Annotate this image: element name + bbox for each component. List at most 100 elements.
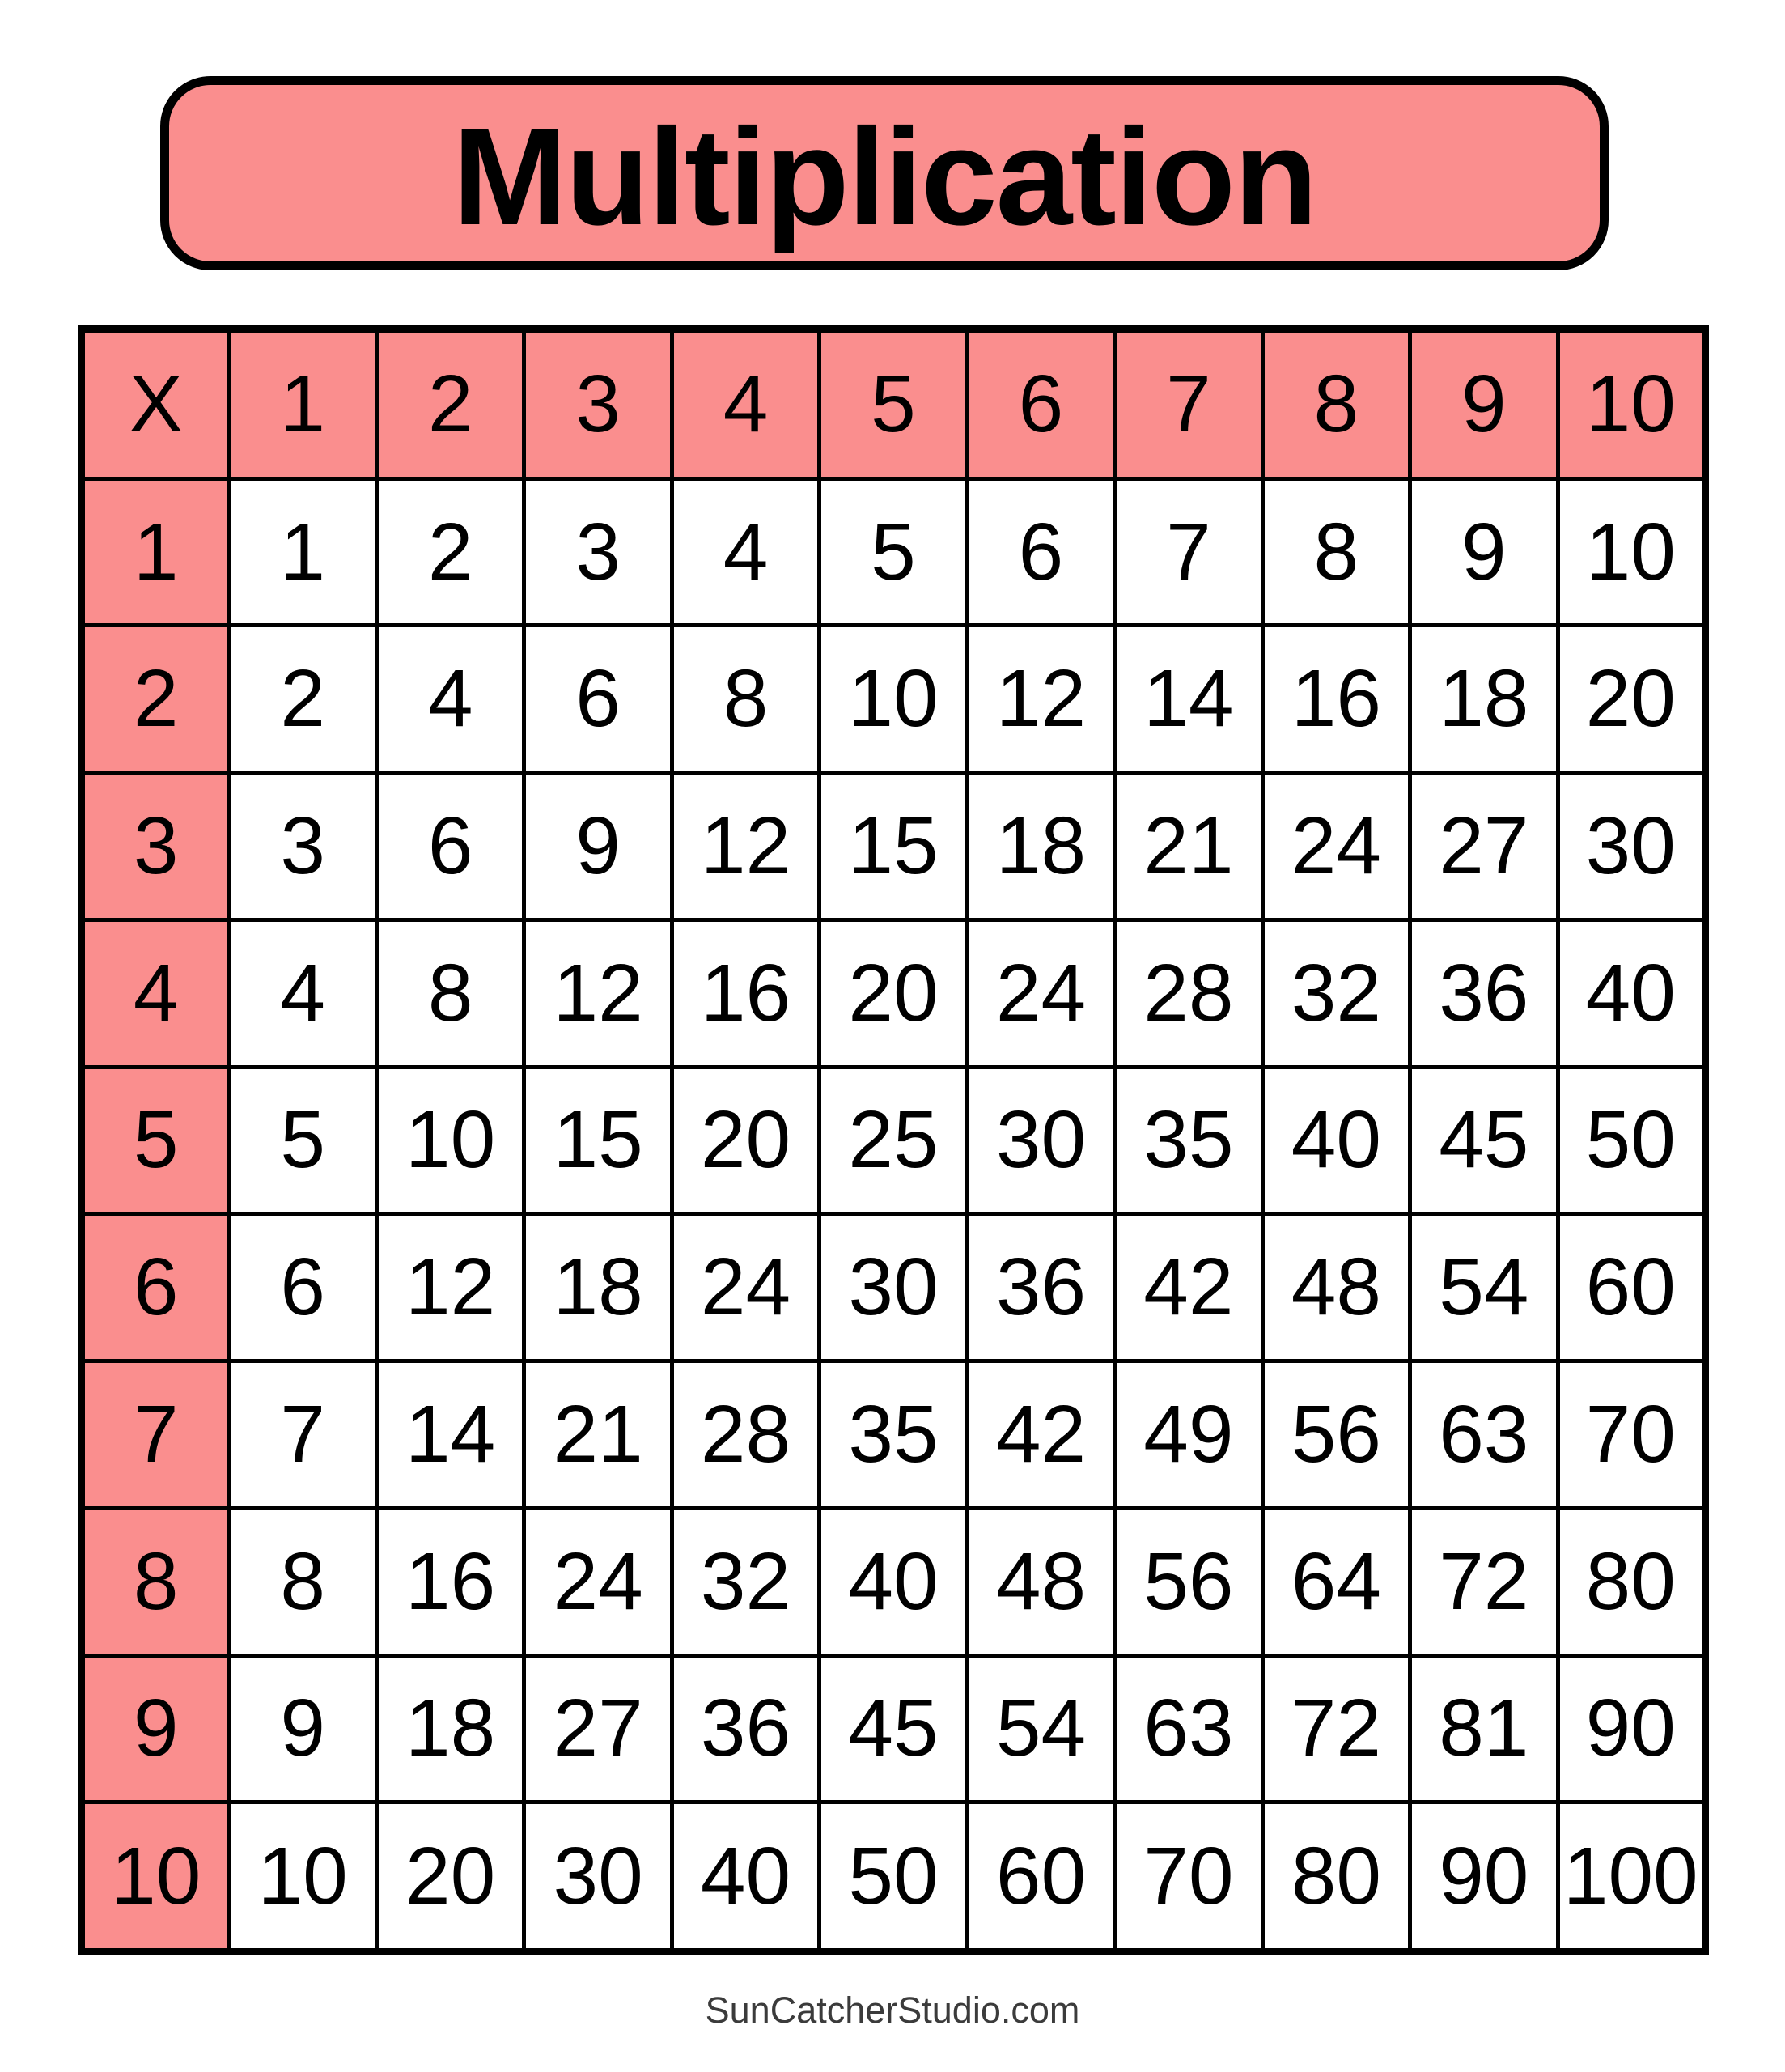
product-cell: 21: [1113, 771, 1265, 922]
product-cell: 42: [965, 1359, 1117, 1510]
header-row: X 1 2 3 4 5 6 7 8 9 10: [78, 327, 1708, 481]
product-cell: 18: [374, 1653, 527, 1805]
multiplication-table: X 1 2 3 4 5 6 7 8 9 10 1 1 2 3 4 5 6 7 8 9 10 2 2 4 6 8 10 12 14 16 18 2…: [78, 325, 1709, 1955]
product-cell: 6: [374, 771, 527, 922]
product-cell: 50: [817, 1800, 969, 1954]
col-header-cell: 7: [1113, 327, 1265, 481]
product-cell: 4: [374, 623, 527, 775]
product-cell: 40: [669, 1800, 822, 1954]
product-cell: 80: [1555, 1505, 1708, 1658]
table-row: 2 2 4 6 8 10 12 14 16 18 20: [78, 623, 1708, 775]
product-cell: 18: [1408, 623, 1560, 775]
product-cell: 24: [965, 917, 1117, 1069]
product-cell: 32: [1260, 917, 1413, 1069]
corner-cell: X: [78, 327, 231, 481]
product-cell: 30: [522, 1800, 674, 1954]
product-cell: 9: [227, 1653, 379, 1805]
product-cell: 8: [1260, 476, 1413, 628]
title-banner: Multiplication: [160, 76, 1609, 270]
product-cell: 3: [522, 476, 674, 628]
product-cell: 36: [669, 1653, 822, 1805]
product-cell: 30: [1555, 771, 1708, 922]
row-header-cell: 10: [78, 1800, 231, 1954]
table-row: 5 5 10 15 20 25 30 35 40 45 50: [78, 1064, 1708, 1216]
product-cell: 49: [1113, 1359, 1265, 1510]
col-header-cell: 9: [1408, 327, 1560, 481]
product-cell: 54: [1408, 1212, 1560, 1364]
product-cell: 56: [1260, 1359, 1413, 1510]
product-cell: 36: [1408, 917, 1560, 1069]
product-cell: 24: [522, 1505, 674, 1658]
col-header-cell: 1: [227, 327, 379, 481]
product-cell: 72: [1408, 1505, 1560, 1658]
product-cell: 27: [1408, 771, 1560, 922]
product-cell: 6: [227, 1212, 379, 1364]
product-cell: 48: [1260, 1212, 1413, 1364]
product-cell: 9: [1408, 476, 1560, 628]
product-cell: 70: [1113, 1800, 1265, 1954]
product-cell: 4: [227, 917, 379, 1069]
product-cell: 30: [817, 1212, 969, 1364]
product-cell: 50: [1555, 1064, 1708, 1216]
col-header-cell: 5: [817, 327, 969, 481]
row-header-cell: 6: [78, 1212, 231, 1364]
row-header-cell: 3: [78, 771, 231, 922]
product-cell: 6: [965, 476, 1117, 628]
product-cell: 10: [227, 1800, 379, 1954]
product-cell: 28: [1113, 917, 1265, 1069]
product-cell: 18: [965, 771, 1117, 922]
product-cell: 20: [669, 1064, 822, 1216]
product-cell: 25: [817, 1064, 969, 1216]
table-row: 4 4 8 12 16 20 24 28 32 36 40: [78, 917, 1708, 1069]
product-cell: 7: [1113, 476, 1265, 628]
product-cell: 30: [965, 1064, 1117, 1216]
product-cell: 16: [1260, 623, 1413, 775]
product-cell: 10: [1555, 476, 1708, 628]
table-row: 3 3 6 9 12 15 18 21 24 27 30: [78, 771, 1708, 922]
table-body: X 1 2 3 4 5 6 7 8 9 10 1 1 2 3 4 5 6 7 8 9 10 2 2 4 6 8 10 12 14 16 18 2…: [78, 327, 1708, 1954]
product-cell: 24: [1260, 771, 1413, 922]
col-header-cell: 6: [965, 327, 1117, 481]
product-cell: 45: [817, 1653, 969, 1805]
product-cell: 8: [374, 917, 527, 1069]
row-header-cell: 7: [78, 1359, 231, 1510]
product-cell: 42: [1113, 1212, 1265, 1364]
col-header-cell: 10: [1555, 327, 1708, 481]
product-cell: 5: [817, 476, 969, 628]
product-cell: 21: [522, 1359, 674, 1510]
product-cell: 20: [817, 917, 969, 1069]
product-cell: 45: [1408, 1064, 1560, 1216]
product-cell: 70: [1555, 1359, 1708, 1510]
product-cell: 100: [1555, 1800, 1708, 1954]
product-cell: 1: [227, 476, 379, 628]
product-cell: 54: [965, 1653, 1117, 1805]
table-row: 1 1 2 3 4 5 6 7 8 9 10: [78, 476, 1708, 628]
product-cell: 40: [1555, 917, 1708, 1069]
product-cell: 16: [669, 917, 822, 1069]
product-cell: 12: [669, 771, 822, 922]
product-cell: 63: [1113, 1653, 1265, 1805]
product-cell: 12: [522, 917, 674, 1069]
col-header-cell: 8: [1260, 327, 1413, 481]
product-cell: 60: [965, 1800, 1117, 1954]
product-cell: 27: [522, 1653, 674, 1805]
product-cell: 2: [374, 476, 527, 628]
product-cell: 15: [522, 1064, 674, 1216]
product-cell: 10: [374, 1064, 527, 1216]
product-cell: 40: [817, 1505, 969, 1658]
product-cell: 18: [522, 1212, 674, 1364]
table-row: 8 8 16 24 32 40 48 56 64 72 80: [78, 1505, 1708, 1658]
product-cell: 40: [1260, 1064, 1413, 1216]
product-cell: 56: [1113, 1505, 1265, 1658]
product-cell: 8: [669, 623, 822, 775]
product-cell: 72: [1260, 1653, 1413, 1805]
product-cell: 20: [1555, 623, 1708, 775]
product-cell: 7: [227, 1359, 379, 1510]
product-cell: 2: [227, 623, 379, 775]
product-cell: 14: [1113, 623, 1265, 775]
product-cell: 3: [227, 771, 379, 922]
product-cell: 10: [817, 623, 969, 775]
product-cell: 80: [1260, 1800, 1413, 1954]
col-header-cell: 4: [669, 327, 822, 481]
footer-credit: SunCatcherStudio.com: [705, 1989, 1080, 2031]
